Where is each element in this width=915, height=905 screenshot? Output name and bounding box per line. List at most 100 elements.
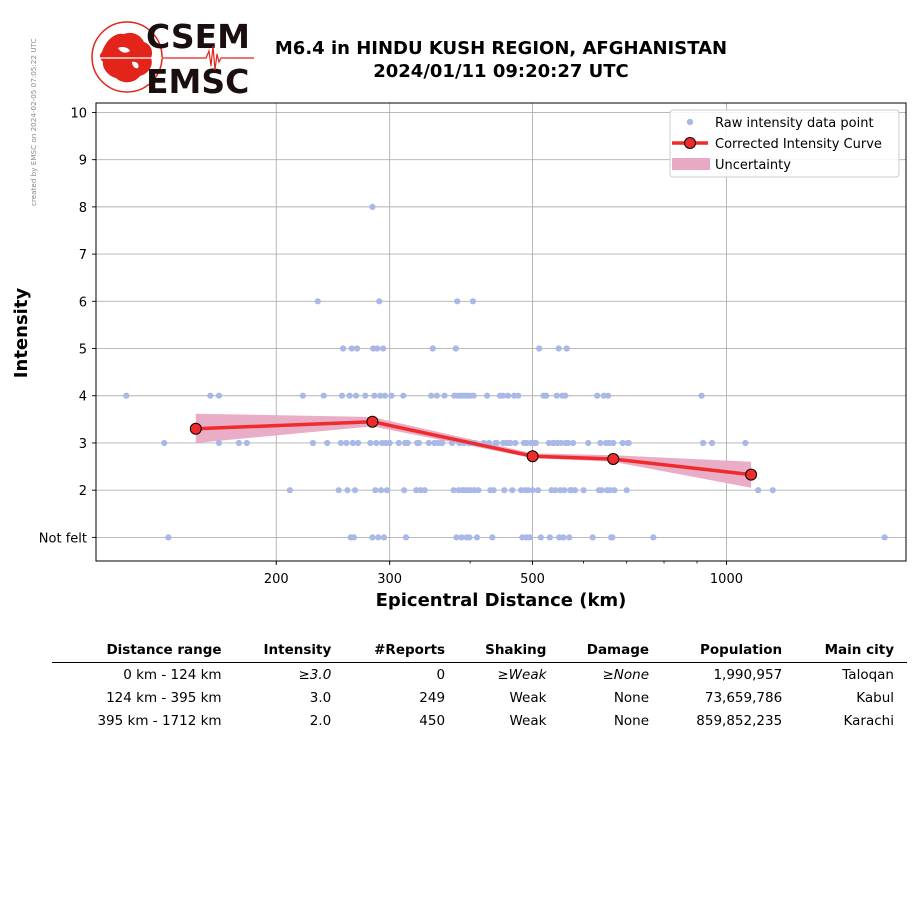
curve-point [366,415,379,428]
uncertainty-area [195,413,752,488]
raw-data-point [349,439,356,447]
raw-data-point [367,439,374,447]
raw-data-point [609,534,616,541]
raw-data-point [489,534,496,541]
raw-data-point [354,345,361,352]
raw-data-point [362,392,369,399]
curve-point [607,453,620,465]
cell-distance-range: 395 km - 1712 km [97,713,222,729]
raw-data-point [371,392,378,399]
cell-reports: 450 [419,713,446,729]
logo-csem: CSEM [146,18,250,56]
raw-data-point [428,392,435,399]
raw-data-point [560,534,567,541]
cell-distance-range: 0 km - 124 km [123,667,222,683]
raw-data-point [484,392,491,399]
raw-data-point [619,439,626,447]
raw-data-point [512,439,519,447]
y-tick-label: 10 [70,106,87,121]
raw-data-point [207,392,214,399]
cell-distance-range: 124 km - 395 km [106,690,222,706]
header-intensity: Intensity [234,640,345,663]
raw-data-point [493,439,500,447]
raw-data-point [563,345,570,352]
raw-data-point [570,439,577,447]
raw-data-point [458,534,465,541]
raw-data-point [453,534,460,541]
raw-data-point [351,487,359,494]
raw-data-point [450,487,457,494]
cell-shaking: Weak [509,690,547,706]
raw-data-point [380,345,387,352]
raw-data-point [490,487,497,494]
raw-data-point [439,439,446,447]
cell-main-city: Karachi [843,713,894,729]
raw-data-point [425,439,432,447]
raw-data-point [475,487,482,494]
chart-title: M6.4 in HINDU KUSH REGION, AFGHANISTAN [274,38,728,59]
plot-frame [95,102,907,562]
table-row: 124 km - 395 km 3.0 249 Weak None 73,659… [52,686,907,709]
y-tick-label: 2 [79,484,87,499]
legend-raw-label: Raw intensity data point [715,116,874,131]
raw-data-point [566,534,573,541]
raw-data-point [320,392,327,399]
legend-uncertainty-label: Uncertainty [715,158,791,173]
raw-data-point [243,439,250,447]
raw-data-point [415,439,422,447]
raw-data-point [314,298,321,305]
raw-data-point [355,439,362,447]
raw-data-point [373,439,380,447]
raw-data-point [469,298,476,305]
raw-data-point [165,534,172,541]
raw-data-point [350,534,357,541]
raw-data-point [400,392,407,399]
raw-data-point [344,487,351,494]
y-tick-label: 9 [79,154,87,169]
curve-point [526,450,539,463]
header-reports: #Reports [344,640,459,663]
header-population: Population [662,640,796,663]
cell-intensity: 2.0 [309,713,332,729]
y-tick-label: 3 [79,437,87,452]
raw-data-point [605,392,612,399]
raw-data-point [558,439,565,447]
y-axis-label: Intensity [11,288,32,379]
cell-shaking: Weak [509,713,547,729]
raw-data-point [378,487,385,494]
raw-data-point [161,439,168,447]
raw-data-point [546,534,554,541]
raw-data-point [215,439,223,447]
logo-emsc: EMSC [146,62,249,98]
seismogram-line-icon [162,45,254,71]
x-tick-label: 1000 [710,572,743,587]
raw-data-point [625,439,632,447]
x-tick-label: 300 [377,572,402,587]
x-axis-label: Epicentral Distance (km) [376,590,627,611]
raw-data-point [429,345,436,352]
cell-population: 73,659,786 [704,690,783,706]
raw-data-point [433,392,440,399]
raw-data-point [338,392,346,399]
cell-reports: 0 [436,667,446,683]
raw-data-point [454,298,461,305]
raw-data-point [486,439,493,447]
raw-data-point [470,392,477,399]
raw-data-point [650,534,657,541]
raw-data-point [543,392,550,399]
intensity-chart: 200 300 500 1000 Not felt 2 3 4 5 6 7 8 9 10 Epicentr… [11,102,907,611]
curve-point [745,468,758,481]
raw-data-point [623,487,630,494]
raw-data-point [340,345,347,352]
raw-data-point [380,534,388,541]
cell-intensity: ≥3.0 [298,667,332,683]
raw-data-point [700,439,707,447]
emsc-logo: CSEM EMSC [91,18,254,98]
raw-data-point [286,487,293,494]
raw-data-point [343,439,350,447]
raw-data-point [881,534,888,541]
raw-data-point [571,487,579,494]
summary-header-row: Distance range Intensity #Reports Shakin… [52,640,907,663]
legend-raw-marker [686,118,694,126]
raw-data-point [473,534,481,541]
